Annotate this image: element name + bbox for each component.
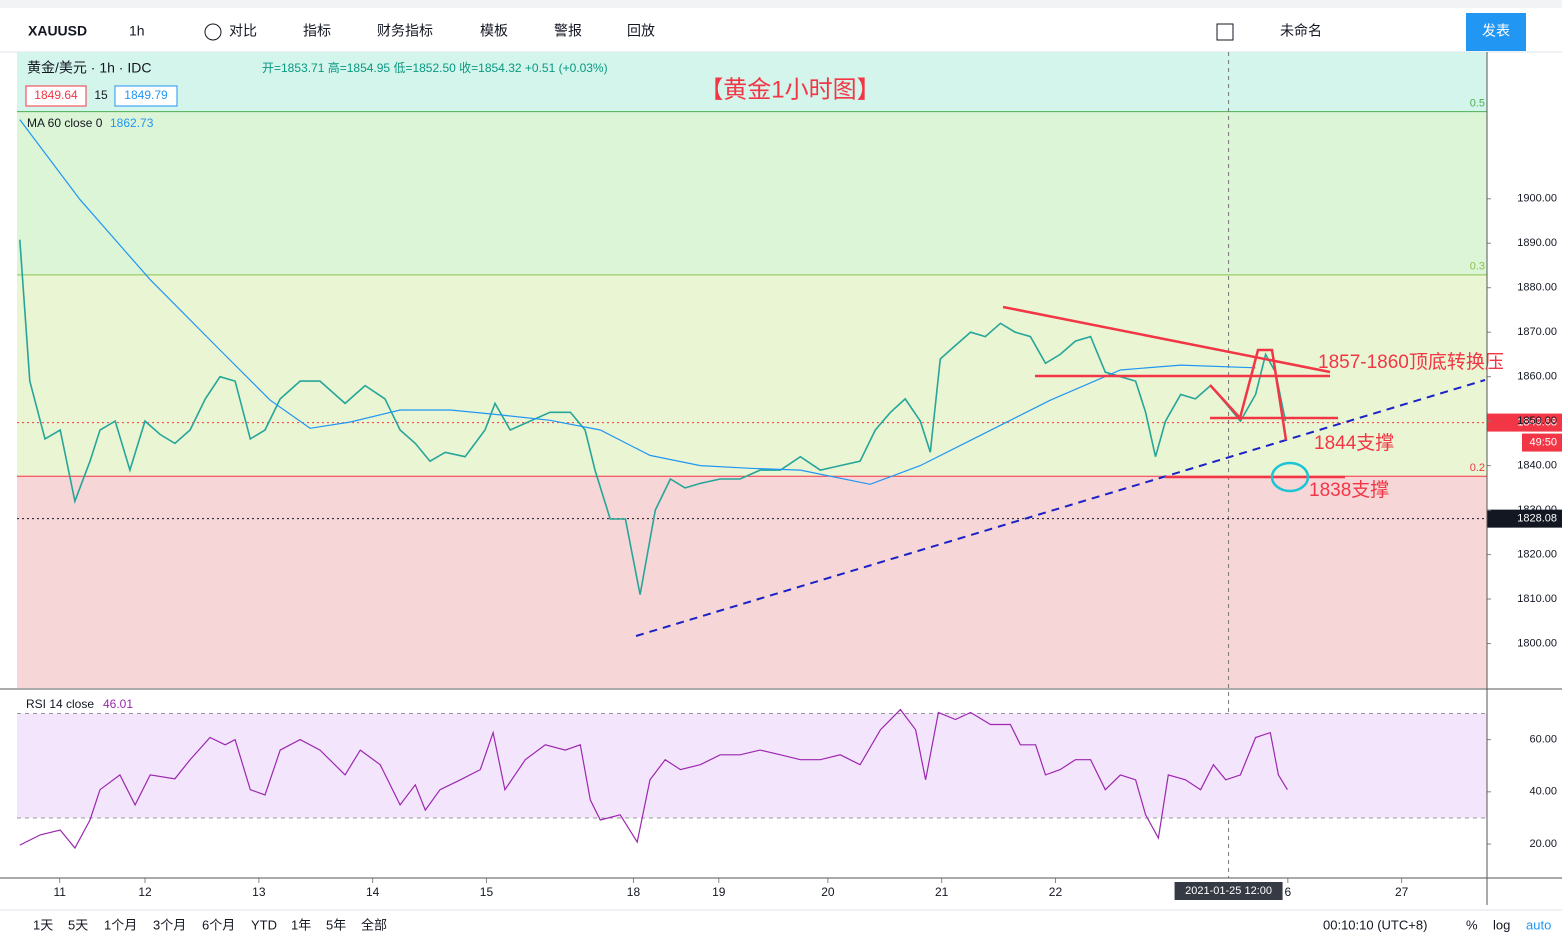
compare[interactable]: 对比: [229, 23, 257, 39]
range-button[interactable]: 6个月: [202, 917, 235, 932]
price-label: 1828.08: [1517, 513, 1557, 525]
path-arrow: [1209, 348, 1288, 441]
compare-icon: [204, 23, 222, 41]
y-tick-label: 1810.00: [1517, 593, 1557, 605]
publish[interactable]: 发表: [1482, 23, 1510, 39]
price-box: [1487, 509, 1562, 528]
countdown-box: [1522, 433, 1562, 452]
y-tick-label: 20.00: [1529, 838, 1557, 850]
financials[interactable]: 财务指标: [377, 23, 433, 39]
bottom-control[interactable]: %: [1466, 917, 1478, 932]
legend-text: RSI 14 close: [26, 697, 94, 711]
bottom-control[interactable]: auto: [1526, 917, 1551, 932]
range-button[interactable]: 1年: [291, 917, 311, 932]
x-tick-label: 12: [138, 885, 152, 899]
x-tick-label: 22: [1049, 885, 1063, 899]
crosshair-label: 2021-01-25 12:00: [1185, 885, 1272, 897]
legend-text: 开=1853.71 高=1854.95 低=1852.50 收=1854.32 …: [262, 60, 608, 75]
drawings: [635, 305, 1486, 637]
fib-label: 0.5: [1470, 98, 1485, 110]
y-tick-label: 1870.00: [1517, 326, 1557, 338]
y-tick-label: 1860.00: [1517, 371, 1557, 383]
range-button[interactable]: 1个月: [104, 917, 137, 932]
x-tick-label: 19: [712, 885, 726, 899]
circle-mark: [1270, 461, 1310, 493]
legend-text: MA 60 close 0: [27, 116, 103, 130]
legend-text: 黄金/美元 · 1h · IDC: [27, 60, 151, 76]
range-button[interactable]: YTD: [251, 917, 277, 932]
y-tick-label: 1880.00: [1517, 282, 1557, 294]
range-button[interactable]: 1天: [33, 917, 53, 932]
bid-box: [25, 85, 87, 107]
annotation: 1838支撑: [1309, 479, 1389, 501]
zone: [17, 476, 1487, 688]
plot: 0.5 0.3 0.2 【黄金1小时图】 11 12 13 14 15 18 19 20 21 22 6 27…: [0, 52, 1562, 911]
ask: 1849.79: [124, 88, 168, 102]
indicators[interactable]: 指标: [303, 23, 331, 39]
range-button[interactable]: 全部: [361, 917, 387, 932]
y-tick-label: 1820.00: [1517, 548, 1557, 560]
interval[interactable]: 1h: [129, 23, 145, 39]
range-button[interactable]: 5年: [326, 917, 346, 932]
crosshair-box: [1174, 882, 1283, 900]
series-line: [19, 708, 1288, 850]
replay[interactable]: 回放: [627, 23, 655, 39]
range-button[interactable]: 5天: [68, 917, 88, 932]
x-tick-label: 18: [627, 885, 641, 899]
templates[interactable]: 模板: [480, 23, 508, 39]
x-tick-label: 20: [821, 885, 835, 899]
ask-box: [114, 85, 178, 107]
annotation: 1844支撑: [1314, 432, 1394, 454]
publish-button[interactable]: [1466, 13, 1526, 51]
rsi-zone: [17, 713, 1487, 818]
legend-text: 46.01: [103, 697, 133, 711]
x-tick-label: 21: [935, 885, 949, 899]
symbol[interactable]: XAUUSD: [28, 23, 87, 39]
y-tick-label: 60.00: [1529, 734, 1557, 746]
x-tick-label: 6: [1284, 885, 1291, 899]
x-tick-label: 27: [1395, 885, 1409, 899]
zone: [17, 111, 1487, 275]
legend-text: 1862.73: [110, 116, 154, 130]
annotation: 1857-1860顶底转换压: [1318, 351, 1504, 373]
x-tick-label: 13: [252, 885, 266, 899]
countdown: 49:50: [1529, 436, 1557, 448]
trendline: [635, 379, 1486, 637]
range-button[interactable]: 3个月: [153, 917, 186, 932]
spread: 15: [94, 88, 108, 102]
bottom-control[interactable]: 00:10:10 (UTC+8): [1323, 917, 1427, 932]
y-tick-label: 1800.00: [1517, 637, 1557, 649]
bottom-control[interactable]: log: [1493, 917, 1510, 932]
x-tick-label: 15: [480, 885, 494, 899]
checkbox[interactable]: [1216, 23, 1234, 41]
y-tick-label: 1830.00: [1517, 504, 1557, 516]
price-box: [1487, 413, 1562, 432]
series-line: [19, 119, 1256, 485]
y-tick-label: 1890.00: [1517, 237, 1557, 249]
fib-label: 0.3: [1470, 261, 1485, 273]
fib-label: 0.2: [1470, 462, 1485, 474]
layout-name[interactable]: 未命名: [1280, 23, 1322, 39]
price-label: 1849.68: [1517, 416, 1557, 428]
y-tick-label: 1850.00: [1517, 415, 1557, 427]
browser-strip: [0, 0, 1562, 8]
zone: [17, 52, 1487, 112]
bid: 1849.64: [34, 88, 78, 102]
resistance-line: [1002, 305, 1331, 374]
alerts[interactable]: 警报: [554, 23, 582, 39]
x-tick-label: 14: [366, 885, 380, 899]
x-tick-label: 11: [53, 885, 66, 899]
y-tick-label: 40.00: [1529, 786, 1557, 798]
chart-title: 【黄金1小时图】: [699, 76, 880, 103]
y-tick-label: 1840.00: [1517, 460, 1557, 472]
y-tick-label: 1900.00: [1517, 193, 1557, 205]
